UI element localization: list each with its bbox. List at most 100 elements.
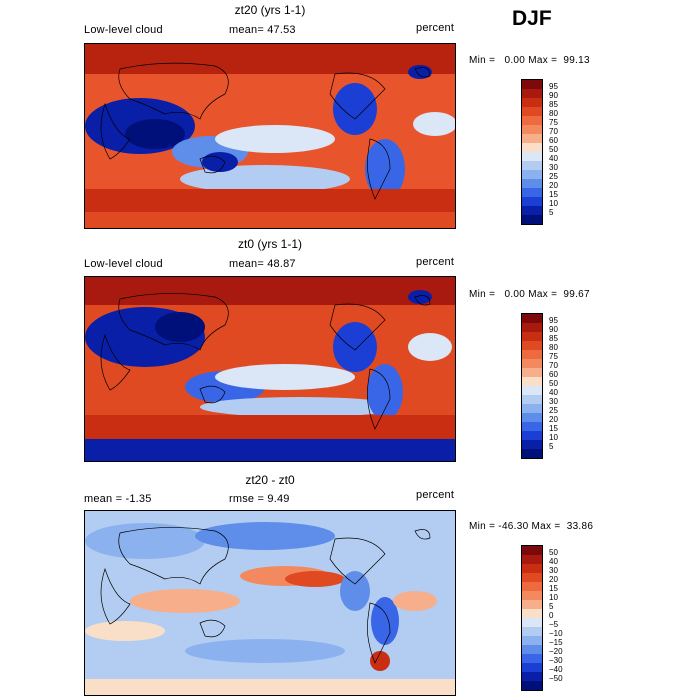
colorbar-swatch	[522, 582, 542, 591]
panel-1-units-label: percent	[416, 22, 455, 34]
colorbar-tick-label: 5	[549, 442, 554, 451]
colorbar-tick-label: −30	[549, 656, 563, 665]
colorbar-tick-label: −15	[549, 638, 563, 647]
colorbar-swatch	[522, 591, 542, 600]
colorbar-swatch	[522, 107, 542, 116]
colorbar-swatch	[522, 215, 542, 224]
colorbar-swatch	[522, 627, 542, 636]
colorbar-tick-label: 5	[549, 208, 554, 217]
panel-2-min-max-stats: Min = 0.00 Max = 99.67	[469, 289, 590, 300]
panel-1-min-max-stats: Min = 0.00 Max = 99.13	[469, 55, 590, 66]
colorbar-tick-label: 75	[549, 118, 558, 127]
colorbar-tick-label: 15	[549, 190, 558, 199]
colorbar-tick-label: 70	[549, 127, 558, 136]
colorbar-swatch	[522, 170, 542, 179]
colorbar-swatch	[522, 672, 542, 681]
colorbar-tick-label: 40	[549, 388, 558, 397]
colorbar-tick-label: −20	[549, 647, 563, 656]
colorbar-swatch	[522, 98, 542, 107]
colorbar-swatch	[522, 440, 542, 449]
colorbar-tick-label: 30	[549, 397, 558, 406]
colorbar-tick-label: 10	[549, 593, 558, 602]
panel-2-variable-label: Low-level cloud	[84, 258, 163, 270]
colorbar-swatch	[522, 681, 542, 690]
colorbar-tick-label: 10	[549, 433, 558, 442]
panel-3-colorbar	[521, 545, 543, 691]
colorbar-swatch	[522, 555, 542, 564]
colorbar-tick-label: 70	[549, 361, 558, 370]
colorbar-swatch	[522, 116, 542, 125]
colorbar-swatch	[522, 654, 542, 663]
panel-3-title: zt20 - zt0	[245, 473, 295, 487]
colorbar-tick-label: −50	[549, 674, 563, 683]
colorbar-tick-label: 15	[549, 424, 558, 433]
colorbar-tick-label: 60	[549, 370, 558, 379]
panel-3-rmse-label: rmse = 9.49	[229, 493, 290, 505]
colorbar-swatch	[522, 143, 542, 152]
colorbar-tick-label: 15	[549, 584, 558, 593]
colorbar-swatch	[522, 431, 542, 440]
colorbar-swatch	[522, 323, 542, 332]
colorbar-tick-label: 80	[549, 109, 558, 118]
colorbar-swatch	[522, 618, 542, 627]
panel-1-variable-label: Low-level cloud	[84, 24, 163, 36]
panel-2-title: zt0 (yrs 1-1)	[237, 237, 302, 251]
panel-2-mean-label: mean= 48.87	[229, 258, 296, 270]
colorbar-tick-label: 20	[549, 415, 558, 424]
colorbar-tick-label: 90	[549, 325, 558, 334]
colorbar-tick-label: −5	[549, 620, 559, 629]
colorbar-tick-label: 50	[549, 548, 558, 557]
colorbar-swatch	[522, 332, 542, 341]
colorbar-tick-label: −10	[549, 629, 563, 638]
colorbar-swatch	[522, 600, 542, 609]
panel-2-map	[84, 276, 456, 462]
colorbar-tick-label: 20	[549, 181, 558, 190]
colorbar-tick-label: 75	[549, 352, 558, 361]
colorbar-swatch	[522, 573, 542, 582]
panel-1-map	[84, 43, 456, 229]
colorbar-tick-label: 90	[549, 91, 558, 100]
colorbar-swatch	[522, 152, 542, 161]
colorbar-swatch	[522, 350, 542, 359]
colorbar-swatch	[522, 422, 542, 431]
colorbar-swatch	[522, 645, 542, 654]
panel-3-map	[84, 510, 456, 696]
colorbar-tick-label: 50	[549, 379, 558, 388]
colorbar-swatch	[522, 179, 542, 188]
colorbar-swatch	[522, 188, 542, 197]
colorbar-swatch	[522, 206, 542, 215]
colorbar-swatch	[522, 564, 542, 573]
colorbar-tick-label: −40	[549, 665, 563, 674]
colorbar-swatch	[522, 134, 542, 143]
colorbar-tick-label: 20	[549, 575, 558, 584]
colorbar-swatch	[522, 636, 542, 645]
panel-2-colorbar-labels: 95 90 85 80 75 70 60 50 40 30 25 20 15 1…	[549, 313, 589, 459]
colorbar-tick-label: 40	[549, 557, 558, 566]
colorbar-tick-label: 85	[549, 334, 558, 343]
colorbar-swatch	[522, 386, 542, 395]
colorbar-swatch	[522, 377, 542, 386]
colorbar-tick-label: 30	[549, 566, 558, 575]
panel-3-units-label: percent	[416, 489, 455, 501]
colorbar-swatch	[522, 359, 542, 368]
colorbar-tick-label: 25	[549, 406, 558, 415]
colorbar-swatch	[522, 395, 542, 404]
panel-1-mean-label: mean= 47.53	[229, 24, 296, 36]
colorbar-swatch	[522, 413, 542, 422]
colorbar-tick-label: 30	[549, 163, 558, 172]
panel-3-min-max-stats: Min = -46.30 Max = 33.86	[469, 521, 594, 532]
colorbar-tick-label: 80	[549, 343, 558, 352]
colorbar-swatch	[522, 404, 542, 413]
colorbar-swatch	[522, 663, 542, 672]
colorbar-swatch	[522, 609, 542, 618]
colorbar-swatch	[522, 341, 542, 350]
colorbar-tick-label: 95	[549, 82, 558, 91]
colorbar-swatch	[522, 125, 542, 134]
panel-1-colorbar-labels: 95 90 85 80 75 70 60 50 40 30 25 20 15 1…	[549, 79, 589, 225]
colorbar-tick-label: 85	[549, 100, 558, 109]
panel-3-mean-label: mean = -1.35	[84, 493, 152, 505]
colorbar-tick-label: 10	[549, 199, 558, 208]
colorbar-swatch	[522, 89, 542, 98]
colorbar-swatch	[522, 368, 542, 377]
colorbar-tick-label: 0	[549, 611, 554, 620]
